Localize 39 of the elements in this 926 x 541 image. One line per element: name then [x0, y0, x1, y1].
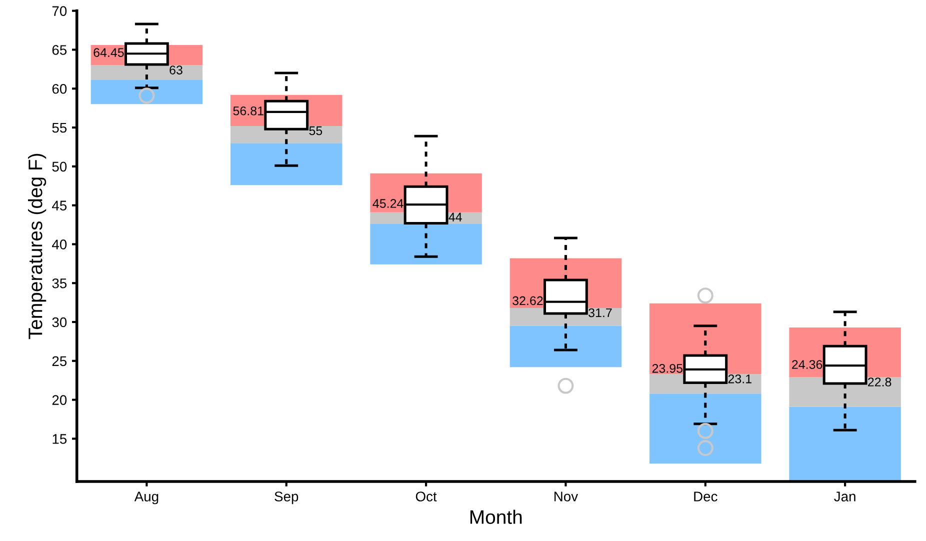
y-tick-label: 45	[52, 200, 67, 210]
y-tick-label: 25	[52, 356, 67, 366]
y-tick-label: 35	[52, 278, 67, 288]
x-tick-label: Sep	[274, 492, 298, 504]
bar	[90, 65, 203, 80]
x-axis-title: Month	[470, 510, 522, 524]
annotation: 31.7	[588, 308, 612, 318]
y-tick-label: 50	[52, 162, 67, 172]
x-tick-label: Aug	[134, 492, 158, 504]
y-tick-label: 30	[52, 317, 67, 328]
annotation: 44	[448, 212, 462, 222]
annotation: 55	[309, 126, 322, 136]
annotation: 63	[170, 66, 182, 74]
annotation: 22.8	[868, 378, 892, 386]
y-tick-label: 20	[52, 395, 67, 405]
annotation: 56.81	[233, 106, 264, 116]
y-axis-title: Temperatures (deg F)	[28, 154, 46, 340]
x-tick-label: Jan	[834, 492, 856, 502]
annotation: 24.36	[792, 360, 822, 369]
bar	[510, 326, 622, 368]
bar	[90, 80, 203, 104]
annotation: 23.95	[652, 364, 683, 373]
x-tick-label: Nov	[554, 492, 578, 502]
y-tick-label: 60	[52, 84, 67, 94]
annotation: 23.1	[728, 374, 752, 384]
y-tick-label: 40	[52, 240, 67, 250]
bar	[370, 224, 482, 264]
y-tick-label: 55	[52, 122, 67, 133]
y-tick-label: 70	[52, 6, 67, 16]
annotation: 32.62	[512, 296, 543, 306]
y-tick-label: 65	[52, 45, 67, 55]
bar	[650, 394, 762, 464]
bar	[230, 143, 342, 186]
y-tick-label: 15	[52, 434, 67, 444]
x-tick-label: Oct	[416, 492, 437, 502]
annotation: 64.45	[94, 48, 124, 57]
x-tick-label: Dec	[694, 492, 718, 502]
annotation: 45.24	[372, 199, 404, 208]
bar	[789, 406, 901, 482]
